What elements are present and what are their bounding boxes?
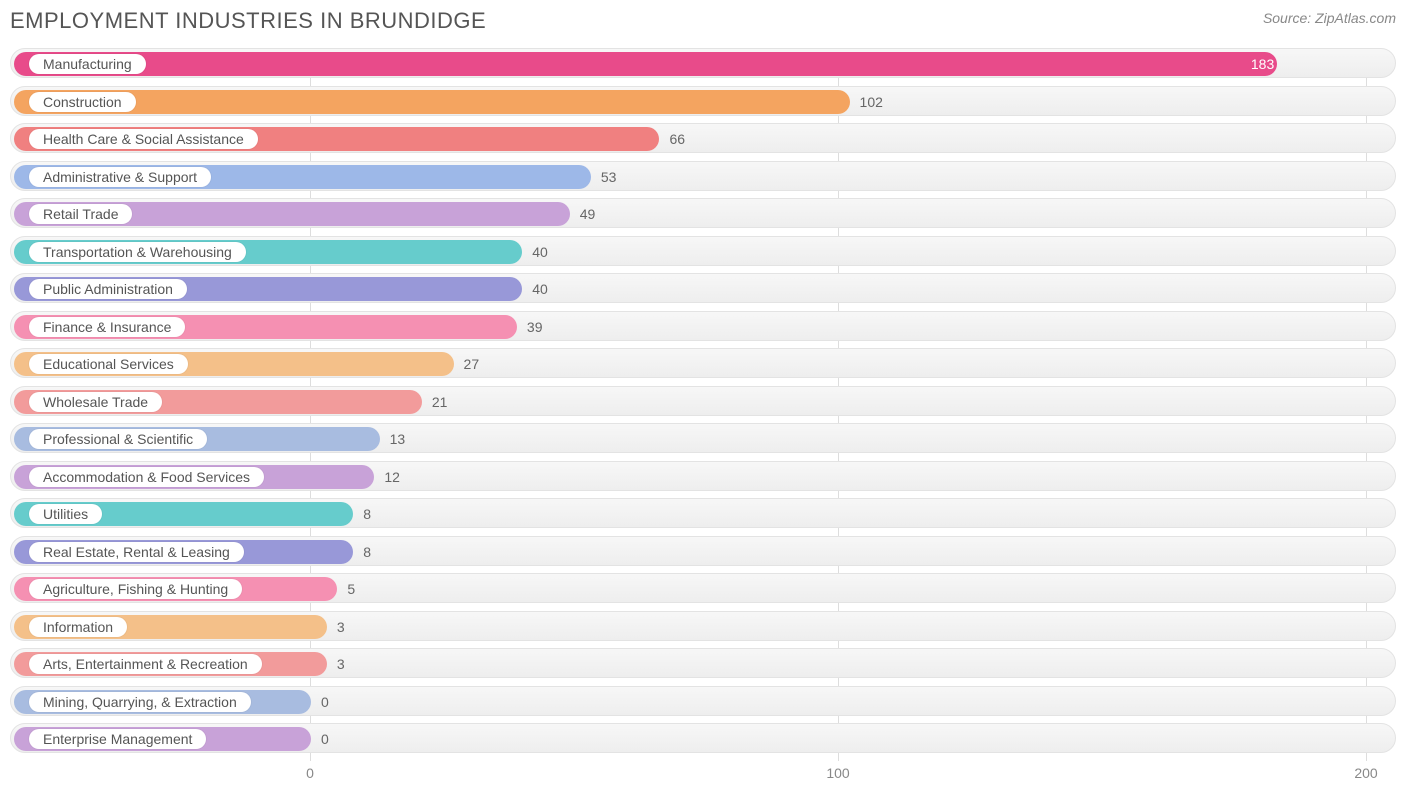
bar-row: Retail Trade 49	[10, 198, 1396, 228]
bar-label: Utilities	[29, 504, 102, 524]
bar-label: Mining, Quarrying, & Extraction	[29, 692, 251, 712]
bar-value: 39	[527, 312, 543, 342]
bar-row: Administrative & Support 53	[10, 161, 1396, 191]
plot-area: Manufacturing 183 Construction 102 Health Ca…	[10, 48, 1396, 789]
chart-source: Source: ZipAtlas.com	[1263, 8, 1396, 26]
bar-label: Public Administration	[29, 279, 187, 299]
x-axis: 0 100 200	[10, 761, 1396, 789]
bar-row: Public Administration 40	[10, 273, 1396, 303]
bar-value: 0	[321, 687, 329, 717]
bars-group: Manufacturing 183 Construction 102 Health Ca…	[10, 48, 1396, 753]
bar-row: Health Care & Social Assistance 66	[10, 123, 1396, 153]
bar-label: Manufacturing	[29, 54, 146, 74]
bar-row: Educational Services 27	[10, 348, 1396, 378]
bar-row: Real Estate, Rental & Leasing 8	[10, 536, 1396, 566]
bar-value: 40	[532, 274, 548, 304]
bar-value: 12	[384, 462, 400, 492]
bar-row: Mining, Quarrying, & Extraction 0	[10, 686, 1396, 716]
bar-value: 3	[337, 612, 345, 642]
bar-value: 40	[532, 237, 548, 267]
bar-fill	[14, 90, 850, 114]
bar-row: Arts, Entertainment & Recreation 3	[10, 648, 1396, 678]
bar-row: Construction 102	[10, 86, 1396, 116]
bar-label: Finance & Insurance	[29, 317, 185, 337]
bar-value: 21	[432, 387, 448, 417]
bar-label: Transportation & Warehousing	[29, 242, 246, 262]
bar-label: Wholesale Trade	[29, 392, 162, 412]
bar-value: 53	[601, 162, 617, 192]
bar-row: Utilities 8	[10, 498, 1396, 528]
bar-label: Construction	[29, 92, 136, 112]
bar-label: Agriculture, Fishing & Hunting	[29, 579, 242, 599]
bar-row: Manufacturing 183	[10, 48, 1396, 78]
bar-row: Information 3	[10, 611, 1396, 641]
bar-label: Real Estate, Rental & Leasing	[29, 542, 244, 562]
bar-value: 49	[580, 199, 596, 229]
bar-label: Health Care & Social Assistance	[29, 129, 258, 149]
bar-value: 0	[321, 724, 329, 754]
header-row: EMPLOYMENT INDUSTRIES IN BRUNDIDGE Sourc…	[10, 8, 1396, 34]
bar-value: 8	[363, 499, 371, 529]
bar-row: Transportation & Warehousing 40	[10, 236, 1396, 266]
x-axis-tick-label: 100	[826, 765, 849, 781]
bar-row: Accommodation & Food Services 12	[10, 461, 1396, 491]
bar-value: 8	[363, 537, 371, 567]
bar-label: Accommodation & Food Services	[29, 467, 264, 487]
chart-title: EMPLOYMENT INDUSTRIES IN BRUNDIDGE	[10, 8, 486, 34]
bar-label: Educational Services	[29, 354, 188, 374]
bar-value: 66	[669, 124, 685, 154]
bar-label: Enterprise Management	[29, 729, 206, 749]
bar-value: 3	[337, 649, 345, 679]
chart-container: EMPLOYMENT INDUSTRIES IN BRUNDIDGE Sourc…	[0, 0, 1406, 789]
bar-value: 183	[1234, 49, 1274, 79]
bar-row: Finance & Insurance 39	[10, 311, 1396, 341]
bar-row: Wholesale Trade 21	[10, 386, 1396, 416]
bar-label: Administrative & Support	[29, 167, 211, 187]
x-axis-tick-label: 0	[306, 765, 314, 781]
bar-label: Professional & Scientific	[29, 429, 207, 449]
bar-value: 102	[860, 87, 883, 117]
bar-row: Enterprise Management 0	[10, 723, 1396, 753]
bar-value: 27	[464, 349, 480, 379]
bar-label: Arts, Entertainment & Recreation	[29, 654, 262, 674]
bar-label: Retail Trade	[29, 204, 132, 224]
bar-row: Professional & Scientific 13	[10, 423, 1396, 453]
x-axis-tick-label: 200	[1354, 765, 1377, 781]
bar-label: Information	[29, 617, 127, 637]
bar-value: 13	[390, 424, 406, 454]
bar-fill	[14, 52, 1277, 76]
bar-value: 5	[347, 574, 355, 604]
bar-row: Agriculture, Fishing & Hunting 5	[10, 573, 1396, 603]
